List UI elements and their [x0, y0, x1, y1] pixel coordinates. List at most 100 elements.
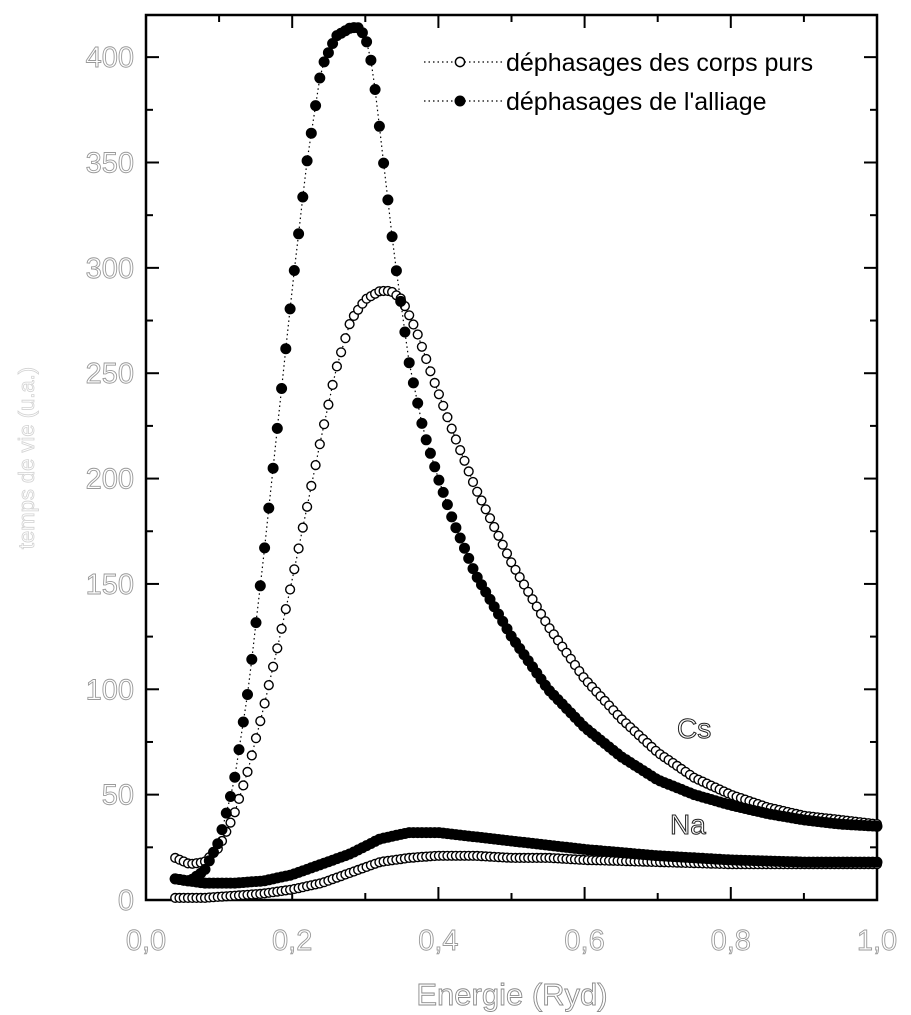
data-point-open	[446, 423, 457, 434]
data-point-filled	[318, 56, 330, 68]
data-point-filled	[429, 461, 441, 473]
data-point-open	[276, 623, 287, 634]
data-point-filled	[390, 265, 402, 277]
data-point-open	[472, 486, 483, 497]
data-point-filled	[454, 532, 466, 544]
data-point-filled	[263, 502, 275, 514]
axis-ticks	[145, 15, 878, 901]
x-tick-label: 0,8	[711, 925, 751, 957]
data-point-filled	[361, 36, 373, 48]
data-point-open	[442, 412, 453, 423]
data-point-filled	[242, 689, 253, 700]
data-point-filled	[276, 383, 288, 394]
data-point-open	[480, 504, 491, 515]
data-point-filled	[216, 824, 228, 836]
x-axis-title: Energie (Ryd)	[416, 977, 607, 1012]
data-point-filled	[212, 838, 224, 850]
data-point-open	[429, 377, 440, 389]
data-point-filled	[305, 127, 317, 139]
y-tick-label: 300	[86, 253, 134, 285]
data-point-open	[280, 603, 291, 615]
data-point-open	[225, 817, 236, 828]
data-point-open	[272, 643, 283, 654]
data-point-filled	[399, 326, 411, 338]
data-point-filled	[259, 542, 271, 554]
data-point-open	[450, 434, 462, 445]
data-point-filled	[208, 846, 219, 858]
data-point-open	[323, 399, 334, 410]
x-tick-label: 0,6	[564, 925, 604, 957]
x-tick-label: 0,0	[126, 925, 166, 957]
data-point-open	[289, 564, 300, 575]
data-point-open	[340, 333, 351, 344]
data-point-filled	[225, 791, 236, 802]
data-point-open	[497, 539, 508, 550]
y-tick-label: 250	[86, 358, 134, 390]
data-point-filled	[463, 552, 475, 564]
data-point-open	[438, 400, 449, 411]
data-point-open	[268, 661, 279, 672]
annotation-na: Na	[670, 809, 706, 840]
series-line	[175, 26, 878, 882]
data-point-filled	[220, 807, 232, 819]
data-point-open	[535, 608, 547, 620]
data-point-open	[255, 715, 266, 727]
y-tick-label: 200	[86, 464, 134, 496]
x-tick-label: 1,0	[857, 925, 897, 957]
data-point-open	[319, 419, 330, 430]
y-tick-label: 100	[86, 674, 134, 706]
data-point-open	[501, 548, 513, 559]
data-point-open	[455, 445, 466, 456]
y-tick-label: 350	[86, 148, 134, 180]
data-point-open	[523, 586, 534, 597]
data-point-open	[518, 579, 530, 590]
data-point-filled	[310, 100, 322, 112]
data-point-filled	[297, 191, 309, 203]
legend-item-corps-purs: déphasages des corps purs	[424, 49, 813, 77]
data-point-filled	[301, 155, 313, 167]
plot-frame	[144, 13, 879, 902]
data-point-open	[467, 476, 479, 488]
data-point-filled	[446, 511, 458, 523]
y-tick-label: 0	[118, 885, 134, 917]
y-tick-label: 50	[102, 780, 134, 812]
data-point-open	[476, 495, 487, 506]
data-point-open	[306, 480, 317, 492]
data-point-filled	[322, 47, 334, 59]
y-tick-labels: 0 50 100 150 200 250 300 350 400	[85, 42, 134, 918]
data-point-open	[489, 521, 500, 533]
data-point-filled	[229, 771, 241, 783]
series-1	[169, 22, 883, 887]
data-point-filled	[267, 462, 279, 474]
data-point-filled	[284, 303, 296, 315]
data-point-open	[408, 319, 419, 330]
data-point-open	[242, 766, 253, 778]
data-point-filled	[293, 228, 305, 240]
data-point-open	[297, 522, 308, 533]
data-point-filled	[356, 27, 368, 39]
data-point-open	[285, 584, 296, 595]
data-point-open	[336, 347, 347, 358]
data-point-filled	[407, 377, 419, 389]
data-point-filled	[433, 474, 445, 486]
x-tick-label: 0,2	[272, 925, 312, 957]
y-axis-title: temps de vie (u.a.)	[14, 367, 39, 549]
data-point-open	[263, 679, 274, 691]
data-point-open	[493, 530, 504, 541]
data-point-open	[463, 466, 474, 477]
data-point-open	[404, 310, 415, 321]
x-tick-label: 0,4	[418, 925, 458, 957]
data-point-filled	[437, 486, 449, 498]
data-point-open	[327, 379, 338, 391]
data-point-filled	[233, 744, 245, 756]
data-point-filled	[441, 499, 453, 511]
data-point-filled	[314, 72, 326, 84]
data-point-filled	[420, 434, 432, 446]
series-line	[174, 290, 878, 865]
data-point-filled	[237, 716, 249, 728]
data-point-filled	[395, 295, 407, 307]
annotation-cs: Cs	[677, 713, 711, 744]
data-point-open	[246, 750, 257, 761]
data-point-filled	[450, 522, 462, 534]
